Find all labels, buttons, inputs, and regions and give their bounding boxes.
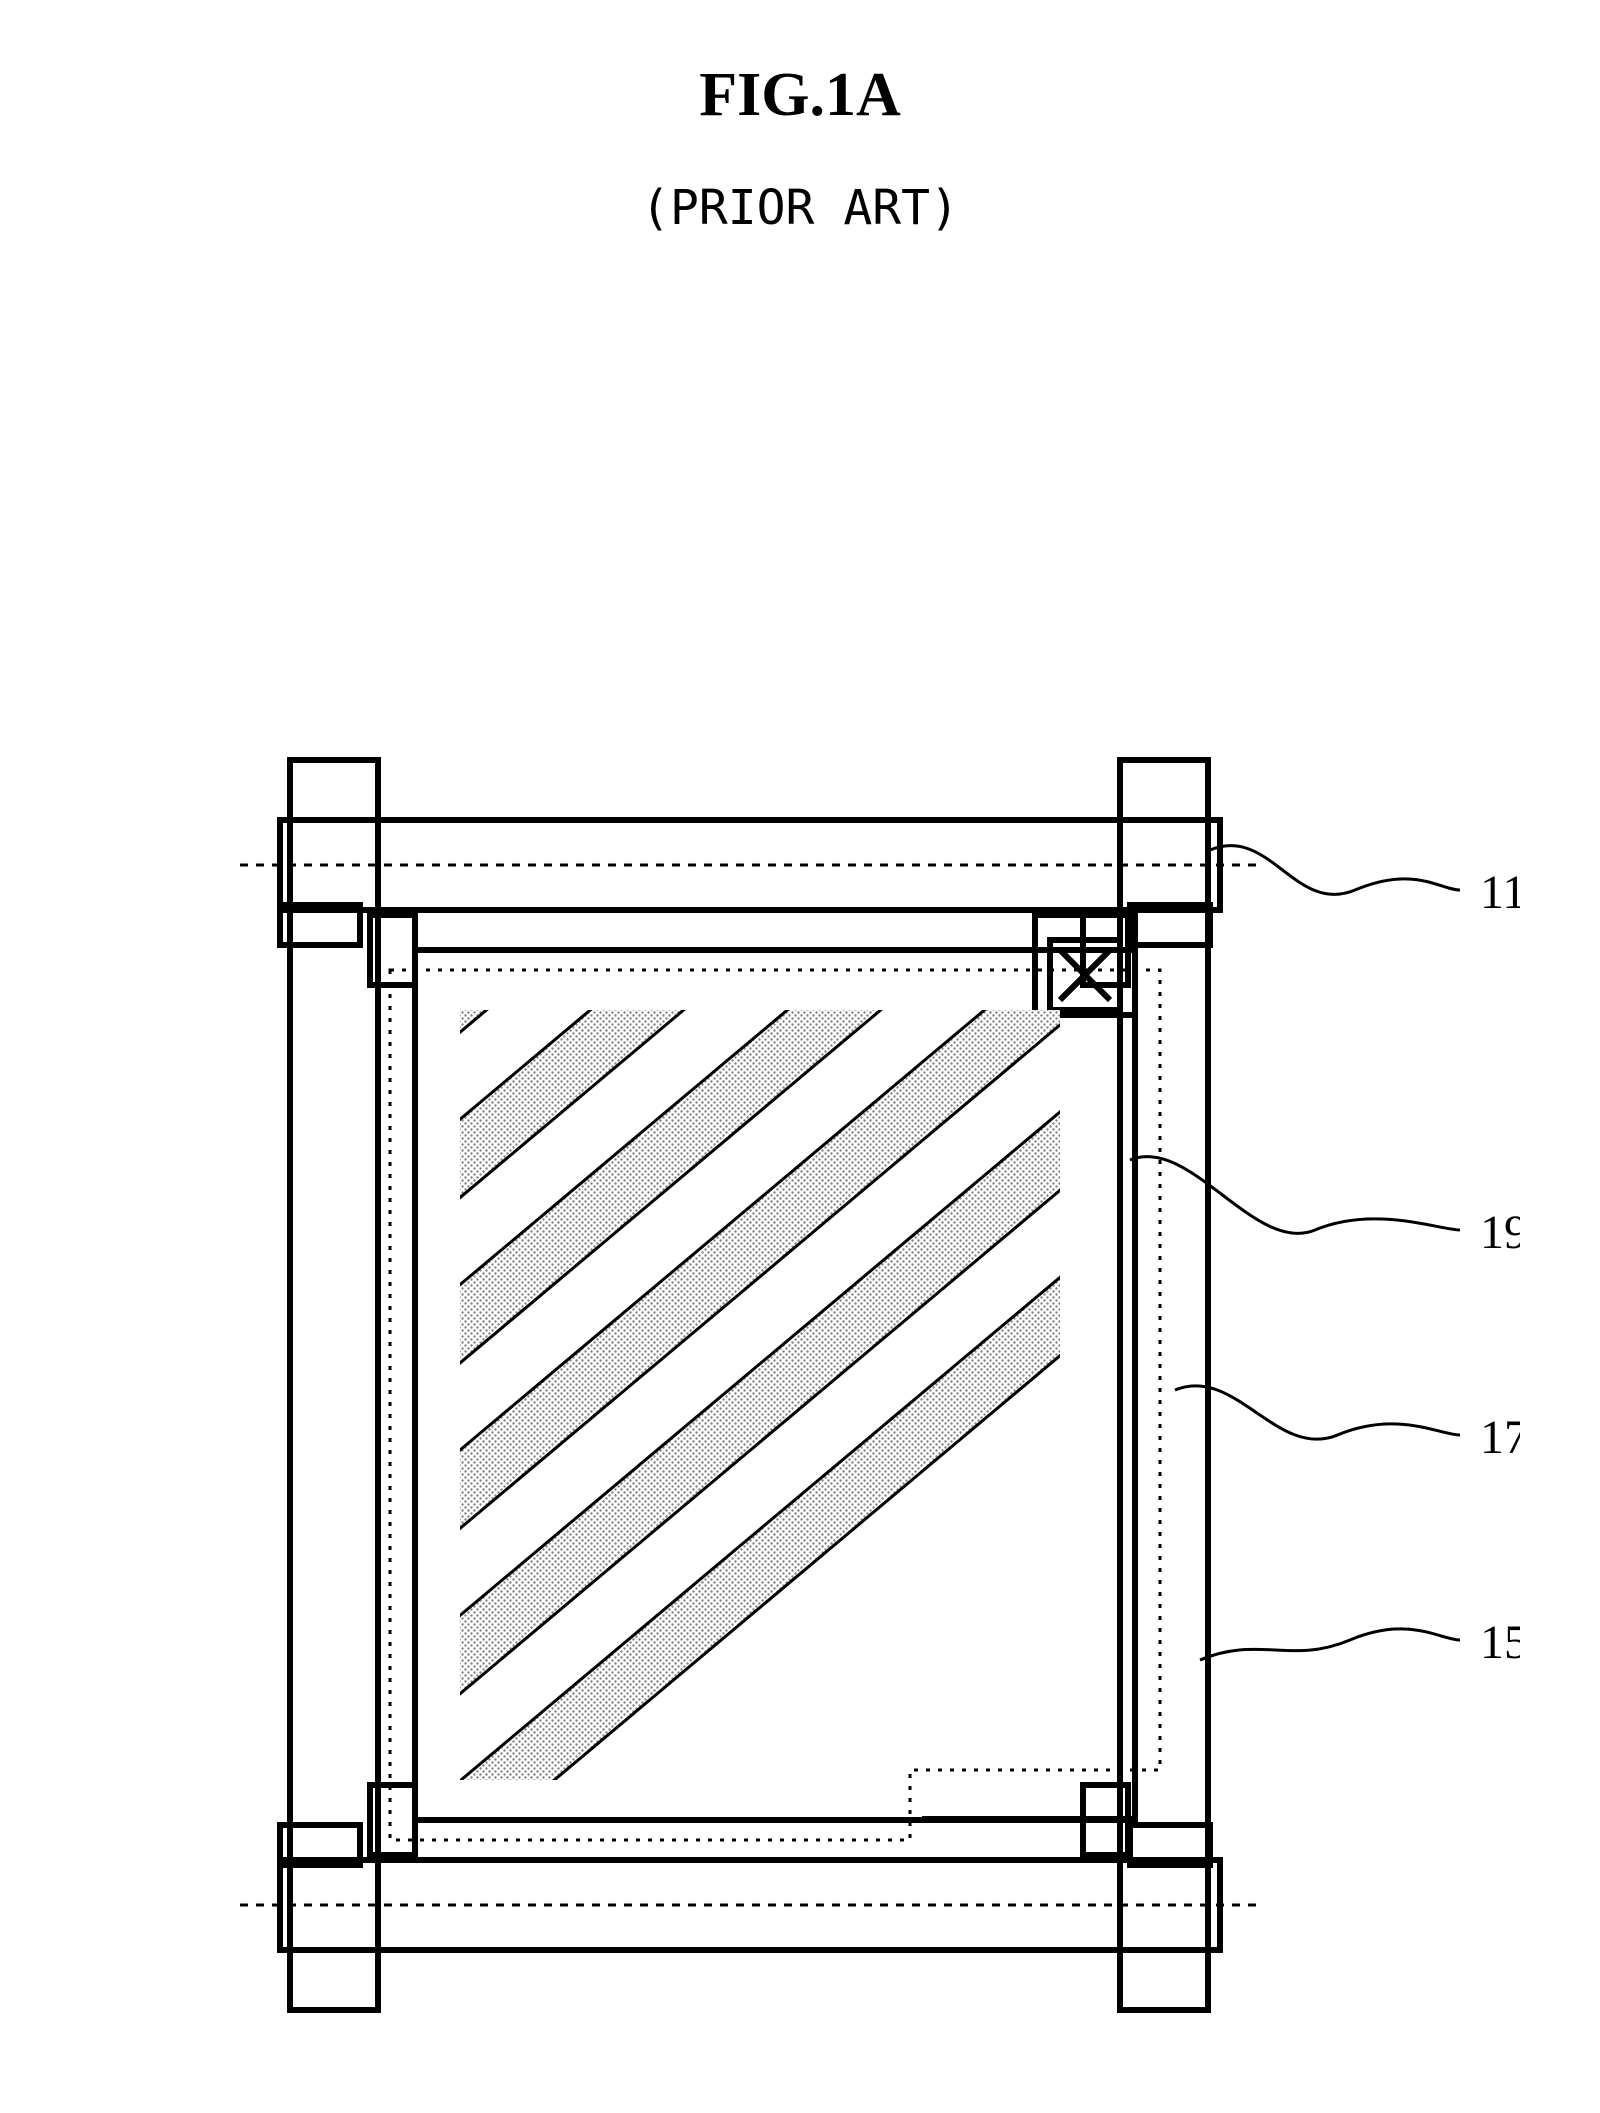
figure-page: FIG.1A (PRIOR ART) 11 19 17 15 — [0, 0, 1600, 2113]
diagram-svg: 11 19 17 15 — [80, 360, 1520, 2060]
ref-label-17: 17 — [1480, 1411, 1520, 1464]
ref-label-19: 19 — [1480, 1206, 1520, 1259]
ref-label-15: 15 — [1480, 1616, 1520, 1669]
figure-title: FIG.1A — [0, 60, 1600, 131]
ref-label-11: 11 — [1480, 866, 1520, 919]
figure-subtitle: (PRIOR ART) — [0, 180, 1600, 236]
